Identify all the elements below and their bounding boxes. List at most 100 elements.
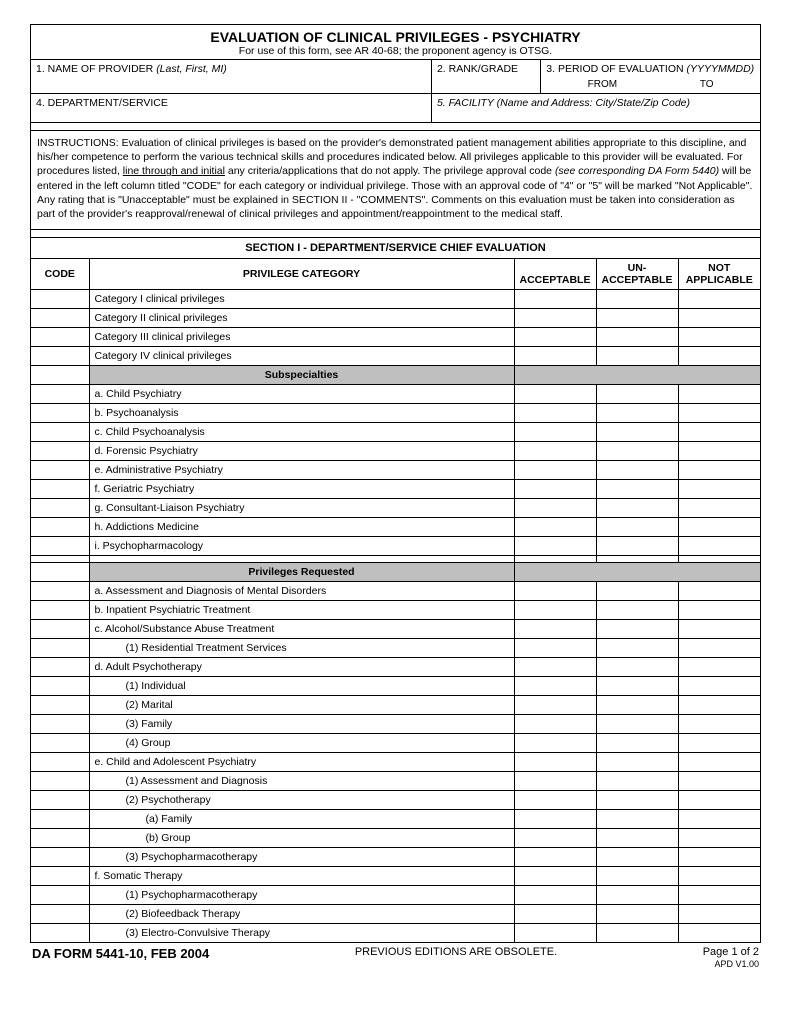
not-applicable-cell[interactable] bbox=[678, 886, 760, 905]
not-applicable-cell[interactable] bbox=[678, 848, 760, 867]
unacceptable-cell[interactable] bbox=[596, 791, 678, 810]
acceptable-cell[interactable] bbox=[514, 677, 596, 696]
not-applicable-cell[interactable] bbox=[678, 480, 760, 499]
unacceptable-cell[interactable] bbox=[596, 886, 678, 905]
unacceptable-cell[interactable] bbox=[596, 347, 678, 366]
not-applicable-cell[interactable] bbox=[678, 905, 760, 924]
code-cell[interactable] bbox=[31, 347, 89, 366]
not-applicable-cell[interactable] bbox=[678, 582, 760, 601]
acceptable-cell[interactable] bbox=[514, 867, 596, 886]
acceptable-cell[interactable] bbox=[514, 886, 596, 905]
acceptable-cell[interactable] bbox=[514, 328, 596, 347]
acceptable-cell[interactable] bbox=[514, 518, 596, 537]
unacceptable-cell[interactable] bbox=[596, 480, 678, 499]
unacceptable-cell[interactable] bbox=[596, 734, 678, 753]
unacceptable-cell[interactable] bbox=[596, 848, 678, 867]
unacceptable-cell[interactable] bbox=[596, 810, 678, 829]
field-facility[interactable]: 5. FACILITY (Name and Address: City/Stat… bbox=[432, 94, 760, 122]
acceptable-cell[interactable] bbox=[514, 537, 596, 556]
code-cell[interactable] bbox=[31, 639, 89, 658]
code-cell[interactable] bbox=[31, 810, 89, 829]
acceptable-cell[interactable] bbox=[514, 734, 596, 753]
not-applicable-cell[interactable] bbox=[678, 385, 760, 404]
not-applicable-cell[interactable] bbox=[678, 423, 760, 442]
unacceptable-cell[interactable] bbox=[596, 924, 678, 943]
not-applicable-cell[interactable] bbox=[678, 620, 760, 639]
code-cell[interactable] bbox=[31, 924, 89, 943]
not-applicable-cell[interactable] bbox=[678, 518, 760, 537]
unacceptable-cell[interactable] bbox=[596, 518, 678, 537]
unacceptable-cell[interactable] bbox=[596, 639, 678, 658]
code-cell[interactable] bbox=[31, 582, 89, 601]
unacceptable-cell[interactable] bbox=[596, 461, 678, 480]
acceptable-cell[interactable] bbox=[514, 905, 596, 924]
acceptable-cell[interactable] bbox=[514, 924, 596, 943]
unacceptable-cell[interactable] bbox=[596, 829, 678, 848]
unacceptable-cell[interactable] bbox=[596, 620, 678, 639]
acceptable-cell[interactable] bbox=[514, 848, 596, 867]
unacceptable-cell[interactable] bbox=[596, 499, 678, 518]
not-applicable-cell[interactable] bbox=[678, 461, 760, 480]
code-cell[interactable] bbox=[31, 905, 89, 924]
not-applicable-cell[interactable] bbox=[678, 772, 760, 791]
field-department-service[interactable]: 4. DEPARTMENT/SERVICE bbox=[31, 94, 432, 122]
code-cell[interactable] bbox=[31, 404, 89, 423]
code-cell[interactable] bbox=[31, 442, 89, 461]
unacceptable-cell[interactable] bbox=[596, 556, 678, 563]
acceptable-cell[interactable] bbox=[514, 347, 596, 366]
unacceptable-cell[interactable] bbox=[596, 442, 678, 461]
not-applicable-cell[interactable] bbox=[678, 677, 760, 696]
acceptable-cell[interactable] bbox=[514, 810, 596, 829]
code-cell[interactable] bbox=[31, 753, 89, 772]
field-period-evaluation[interactable]: 3. PERIOD OF EVALUATION (YYYYMMDD) FROM … bbox=[541, 60, 760, 93]
acceptable-cell[interactable] bbox=[514, 290, 596, 309]
acceptable-cell[interactable] bbox=[514, 499, 596, 518]
not-applicable-cell[interactable] bbox=[678, 753, 760, 772]
unacceptable-cell[interactable] bbox=[596, 772, 678, 791]
acceptable-cell[interactable] bbox=[514, 582, 596, 601]
acceptable-cell[interactable] bbox=[514, 461, 596, 480]
code-cell[interactable] bbox=[31, 848, 89, 867]
not-applicable-cell[interactable] bbox=[678, 696, 760, 715]
code-cell[interactable] bbox=[31, 290, 89, 309]
code-cell[interactable] bbox=[31, 867, 89, 886]
code-cell[interactable] bbox=[31, 480, 89, 499]
unacceptable-cell[interactable] bbox=[596, 677, 678, 696]
acceptable-cell[interactable] bbox=[514, 404, 596, 423]
acceptable-cell[interactable] bbox=[514, 696, 596, 715]
code-cell[interactable] bbox=[31, 658, 89, 677]
acceptable-cell[interactable] bbox=[514, 639, 596, 658]
code-cell[interactable] bbox=[31, 791, 89, 810]
not-applicable-cell[interactable] bbox=[678, 290, 760, 309]
acceptable-cell[interactable] bbox=[514, 715, 596, 734]
not-applicable-cell[interactable] bbox=[678, 537, 760, 556]
unacceptable-cell[interactable] bbox=[596, 328, 678, 347]
unacceptable-cell[interactable] bbox=[596, 601, 678, 620]
code-cell[interactable] bbox=[31, 328, 89, 347]
code-cell[interactable] bbox=[31, 715, 89, 734]
unacceptable-cell[interactable] bbox=[596, 753, 678, 772]
unacceptable-cell[interactable] bbox=[596, 867, 678, 886]
unacceptable-cell[interactable] bbox=[596, 905, 678, 924]
acceptable-cell[interactable] bbox=[514, 309, 596, 328]
acceptable-cell[interactable] bbox=[514, 423, 596, 442]
code-cell[interactable] bbox=[31, 461, 89, 480]
field-name-provider[interactable]: 1. NAME OF PROVIDER (Last, First, MI) bbox=[31, 60, 432, 93]
not-applicable-cell[interactable] bbox=[678, 309, 760, 328]
code-cell[interactable] bbox=[31, 499, 89, 518]
field-rank-grade[interactable]: 2. RANK/GRADE bbox=[432, 60, 541, 93]
not-applicable-cell[interactable] bbox=[678, 639, 760, 658]
code-cell[interactable] bbox=[31, 309, 89, 328]
code-cell[interactable] bbox=[31, 423, 89, 442]
not-applicable-cell[interactable] bbox=[678, 499, 760, 518]
acceptable-cell[interactable] bbox=[514, 556, 596, 563]
acceptable-cell[interactable] bbox=[514, 772, 596, 791]
not-applicable-cell[interactable] bbox=[678, 442, 760, 461]
unacceptable-cell[interactable] bbox=[596, 582, 678, 601]
acceptable-cell[interactable] bbox=[514, 658, 596, 677]
unacceptable-cell[interactable] bbox=[596, 658, 678, 677]
unacceptable-cell[interactable] bbox=[596, 423, 678, 442]
acceptable-cell[interactable] bbox=[514, 480, 596, 499]
code-cell[interactable] bbox=[31, 537, 89, 556]
acceptable-cell[interactable] bbox=[514, 442, 596, 461]
